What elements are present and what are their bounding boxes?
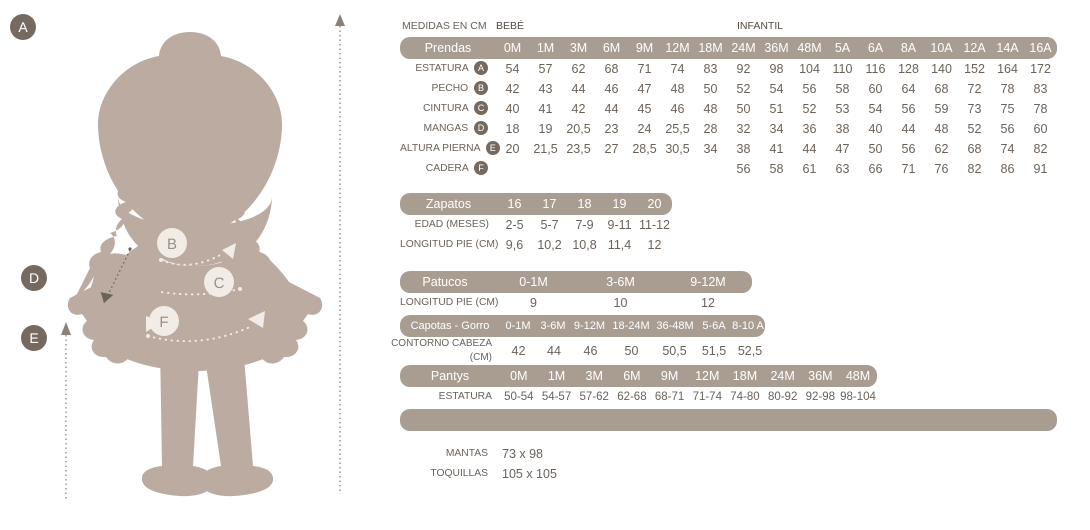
svg-text:D: D: [29, 270, 39, 286]
svg-text:C: C: [214, 275, 225, 292]
svg-text:F: F: [159, 314, 168, 331]
svg-text:B: B: [167, 236, 177, 253]
svg-text:E: E: [29, 330, 38, 346]
svg-text:A: A: [18, 19, 28, 35]
